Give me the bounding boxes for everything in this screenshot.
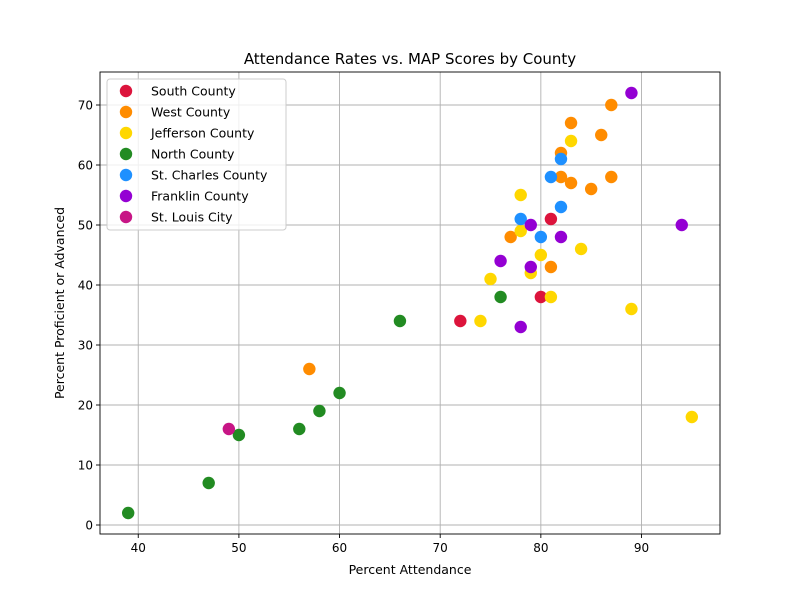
data-point-jefferson-county — [564, 134, 578, 148]
data-point-st-charles-county — [554, 152, 568, 166]
x-tick-label: 60 — [332, 541, 347, 555]
legend-item-st-louis-city: St. Louis City — [119, 210, 233, 225]
data-point-west-county — [303, 362, 316, 376]
data-point-st-charles-county — [544, 170, 558, 184]
data-point-north-county — [333, 386, 346, 400]
data-points — [121, 86, 699, 520]
data-point-north-county — [293, 422, 306, 436]
y-tick-label: 30 — [78, 339, 93, 353]
data-point-jefferson-county — [534, 248, 548, 262]
data-point-west-county — [554, 170, 568, 184]
data-point-south-county — [544, 212, 558, 226]
legend-marker — [119, 84, 133, 98]
y-tick-label: 20 — [78, 399, 93, 413]
data-point-st-charles-county — [534, 230, 548, 244]
data-point-west-county — [544, 260, 558, 274]
legend-label: West County — [151, 105, 231, 120]
legend-item-west-county: West County — [119, 105, 231, 120]
legend-label: St. Louis City — [151, 210, 233, 225]
x-tick-label: 40 — [131, 541, 146, 555]
data-point-jefferson-county — [474, 314, 487, 328]
chart-title: Attendance Rates vs. MAP Scores by Count… — [244, 50, 576, 68]
legend: South County West County Jefferson County N… — [106, 78, 287, 231]
data-point-south-county — [454, 314, 467, 328]
data-point-jefferson-county — [544, 290, 558, 304]
data-point-west-county — [504, 230, 517, 244]
legend-marker — [119, 210, 133, 224]
legend-label: Jefferson County — [150, 126, 255, 141]
x-tick-label: 80 — [533, 541, 548, 555]
data-point-north-county — [202, 476, 215, 490]
plot-area-frame — [99, 71, 721, 535]
data-point-jefferson-county — [574, 242, 588, 256]
data-point-jefferson-county — [484, 272, 497, 286]
data-point-north-county — [393, 314, 407, 328]
data-point-west-county — [605, 170, 618, 184]
data-point-franklin-county — [625, 86, 638, 100]
legend-entries: South County West County Jefferson County N… — [119, 84, 268, 225]
x-tick-label: 50 — [231, 541, 246, 555]
data-point-north-county — [121, 506, 135, 520]
data-point-franklin-county — [524, 218, 537, 232]
series-west-county — [303, 98, 618, 376]
legend-frame — [106, 78, 287, 231]
legend-marker — [119, 147, 133, 161]
data-point-west-county — [564, 116, 578, 130]
legend-label: Franklin County — [151, 189, 249, 204]
x-tick-label: 70 — [433, 541, 448, 555]
data-point-west-county — [595, 128, 608, 142]
legend-item-franklin-county: Franklin County — [119, 189, 249, 204]
axis-ticks: 40 50 60 70 80 90 0 10 20 30 40 50 60 70 — [78, 99, 649, 556]
data-point-jefferson-county — [514, 224, 527, 238]
y-tick-label: 50 — [78, 219, 93, 233]
legend-marker — [119, 105, 133, 119]
data-point-north-county — [494, 290, 507, 304]
x-tick-label: 90 — [634, 541, 649, 555]
data-point-north-county — [232, 428, 246, 442]
series-south-county — [454, 212, 558, 328]
data-point-west-county — [584, 182, 598, 196]
y-tick-label: 60 — [78, 159, 93, 173]
series-jefferson-county — [474, 134, 699, 424]
legend-item-south-county: South County — [119, 84, 236, 99]
series-north-county — [121, 290, 507, 520]
legend-marker — [119, 168, 133, 182]
data-point-west-county — [564, 176, 578, 190]
series-st-charles-county — [514, 152, 568, 244]
legend-item-north-county: North County — [119, 147, 235, 162]
data-point-south-county — [534, 290, 548, 304]
legend-item-jefferson-county: Jefferson County — [119, 126, 255, 141]
data-point-st-louis-city — [222, 422, 236, 436]
series-franklin-county — [494, 86, 688, 334]
legend-label: St. Charles County — [151, 168, 268, 183]
legend-item-st-charles-county: St. Charles County — [119, 168, 268, 183]
data-point-franklin-county — [554, 230, 568, 244]
data-point-jefferson-county — [625, 302, 638, 316]
data-point-north-county — [313, 404, 326, 418]
y-tick-label: 0 — [85, 519, 93, 533]
data-point-franklin-county — [494, 254, 507, 268]
data-point-jefferson-county — [685, 410, 699, 424]
data-point-franklin-county — [524, 260, 537, 274]
series-st-louis-city — [222, 422, 236, 436]
data-point-jefferson-county — [514, 188, 527, 202]
y-tick-label: 40 — [78, 279, 93, 293]
data-point-st-charles-county — [554, 200, 568, 214]
x-axis-label: Percent Attendance — [349, 562, 472, 577]
data-point-west-county — [605, 98, 618, 112]
legend-label: North County — [151, 147, 235, 162]
legend-marker — [119, 189, 133, 203]
y-tick-label: 10 — [78, 459, 93, 473]
data-point-franklin-county — [514, 320, 527, 334]
y-axis-label: Percent Proficient or Advanced — [52, 207, 67, 399]
data-point-franklin-county — [675, 218, 688, 232]
legend-marker — [119, 126, 133, 140]
legend-label: South County — [151, 84, 236, 99]
y-tick-label: 70 — [78, 99, 93, 113]
data-point-st-charles-county — [514, 212, 527, 226]
